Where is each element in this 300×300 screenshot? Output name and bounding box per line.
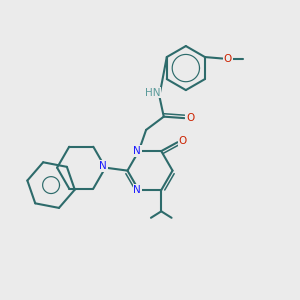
Text: N: N xyxy=(134,185,141,195)
Text: N: N xyxy=(99,161,107,171)
Text: O: O xyxy=(186,113,194,123)
Text: O: O xyxy=(178,136,187,146)
Text: O: O xyxy=(224,53,232,64)
Text: HN: HN xyxy=(145,88,160,98)
Text: N: N xyxy=(134,146,141,156)
